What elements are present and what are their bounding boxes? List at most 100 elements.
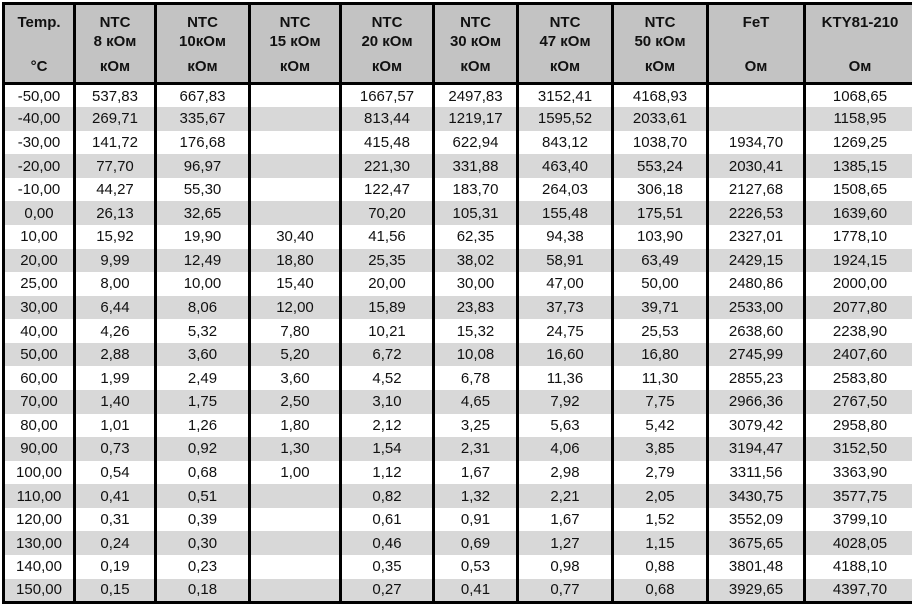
resistance-cell: 70,20 — [339, 201, 435, 225]
resistance-cell — [248, 201, 342, 225]
temp-cell: 110,00 — [2, 484, 76, 508]
resistance-cell: 0,82 — [339, 484, 435, 508]
resistance-cell: 3152,41 — [516, 83, 614, 108]
col-unit: кОм — [460, 58, 491, 75]
resistance-cell: 2533,00 — [706, 295, 806, 320]
resistance-cell: 155,48 — [516, 201, 614, 225]
resistance-cell: 50,00 — [611, 272, 709, 296]
temp-cell: 100,00 — [2, 460, 76, 485]
col-title: Temp. — [17, 14, 61, 31]
resistance-cell: 1,80 — [248, 413, 342, 438]
resistance-cell — [248, 107, 342, 131]
table-row: 40,00 4,26 5,32 7,80 10,21 15,32 24,75 25,53 263… — [2, 319, 912, 343]
resistance-cell: 2429,15 — [706, 248, 806, 273]
col-unit: кОм — [549, 58, 581, 75]
col-unit: кОм — [371, 58, 403, 75]
resistance-cell: 103,90 — [611, 224, 709, 249]
resistance-cell: 2958,80 — [803, 413, 912, 438]
resistance-cell: 813,44 — [339, 107, 435, 131]
resistance-cell: 30,40 — [248, 224, 342, 249]
resistance-cell: 3430,75 — [706, 484, 806, 508]
resistance-cell: 0,35 — [339, 555, 435, 579]
resistance-cell: 0,73 — [73, 437, 157, 461]
resistance-cell: 2,05 — [611, 484, 709, 508]
col-title: NTC — [187, 14, 218, 31]
resistance-cell: 2,21 — [516, 484, 614, 508]
resistance-cell: 1,30 — [248, 437, 342, 461]
resistance-cell: 37,73 — [516, 295, 614, 320]
resistance-cell: 0,54 — [73, 460, 157, 485]
resistance-cell: 1,99 — [73, 366, 157, 391]
col-header-temp: Temp. °C — [2, 3, 76, 85]
resistance-cell: 3675,65 — [706, 531, 806, 556]
resistance-cell: 15,92 — [73, 224, 157, 249]
temp-cell: 50,00 — [2, 342, 76, 367]
temp-cell: 0,00 — [2, 201, 76, 225]
resistance-cell: 667,83 — [154, 83, 251, 108]
resistance-cell: 2226,53 — [706, 201, 806, 225]
temp-cell: 10,00 — [2, 224, 76, 249]
resistance-cell: 39,71 — [611, 295, 709, 320]
resistance-cell: 1385,15 — [803, 154, 912, 178]
resistance-cell — [706, 83, 806, 108]
resistance-cell: 2745,99 — [706, 342, 806, 367]
resistance-cell: 553,24 — [611, 154, 709, 178]
resistance-cell: 4,26 — [73, 319, 157, 343]
resistance-cell — [248, 130, 342, 155]
resistance-cell: 1,52 — [611, 507, 709, 532]
resistance-cell: 25,53 — [611, 319, 709, 343]
resistance-cell: 12,49 — [154, 248, 251, 273]
resistance-cell: 4,65 — [432, 390, 519, 414]
resistance-cell: 5,42 — [611, 413, 709, 438]
resistance-cell: 20,00 — [339, 272, 435, 296]
resistance-cell: 622,94 — [432, 130, 519, 155]
resistance-cell: 16,80 — [611, 342, 709, 367]
col-header-kty81-210: KTY81-210 Ом — [803, 3, 912, 85]
resistance-cell: 2638,60 — [706, 319, 806, 343]
resistance-cell: 10,21 — [339, 319, 435, 343]
col-unit: кОм — [279, 58, 311, 75]
resistance-cell: 44,27 — [73, 177, 157, 202]
resistance-cell: 415,48 — [339, 130, 435, 155]
col-title-line2: 50 кОм — [634, 33, 686, 50]
col-title: NTC — [279, 14, 311, 31]
col-header-ntc-20k: NTC 20 кОм кОм — [339, 3, 435, 85]
resistance-cell: 1508,65 — [803, 177, 912, 202]
table-row: 100,00 0,54 0,68 1,00 1,12 1,67 2,98 2,79 3311,5… — [2, 460, 912, 485]
resistance-cell: 3577,75 — [803, 484, 912, 508]
resistance-cell: 0,68 — [154, 460, 251, 485]
resistance-cell: 94,38 — [516, 224, 614, 249]
table-row: -30,00 141,72 176,68 415,48 622,94 843,12 1038… — [2, 130, 912, 155]
resistance-cell: 63,49 — [611, 248, 709, 273]
col-unit: кОм — [187, 58, 218, 75]
resistance-cell: 10,08 — [432, 342, 519, 367]
resistance-cell: 2,12 — [339, 413, 435, 438]
resistance-cell: 269,71 — [73, 107, 157, 131]
table-row: 130,00 0,24 0,30 0,46 0,69 1,27 1,15 3675,65 402… — [2, 531, 912, 556]
temp-cell: 140,00 — [2, 555, 76, 579]
resistance-cell: 77,70 — [73, 154, 157, 178]
resistance-cell: 2238,90 — [803, 319, 912, 343]
resistance-cell: 3929,65 — [706, 578, 806, 603]
resistance-cell: 331,88 — [432, 154, 519, 178]
resistance-cell — [248, 578, 342, 603]
table-row: 70,00 1,40 1,75 2,50 3,10 4,65 7,92 7,75 2966,36… — [2, 390, 912, 414]
col-title-line2: 15 кОм — [269, 33, 321, 50]
table-row: 140,00 0,19 0,23 0,35 0,53 0,98 0,88 3801,48 418… — [2, 555, 912, 579]
resistance-cell: 1,00 — [248, 460, 342, 485]
resistance-cell: 843,12 — [516, 130, 614, 155]
resistance-cell: 2127,68 — [706, 177, 806, 202]
resistance-cell: 8,06 — [154, 295, 251, 320]
resistance-cell: 5,63 — [516, 413, 614, 438]
resistance-cell: 0,46 — [339, 531, 435, 556]
resistance-cell: 1,54 — [339, 437, 435, 461]
resistance-cell: 15,89 — [339, 295, 435, 320]
resistance-cell: 0,41 — [432, 578, 519, 603]
resistance-cell: 3,60 — [248, 366, 342, 391]
col-title: NTC — [549, 14, 581, 31]
resistance-cell: 23,83 — [432, 295, 519, 320]
col-header-ntc-47k: NTC 47 кОм кОм — [516, 3, 614, 85]
table-row: 30,00 6,44 8,06 12,00 15,89 23,83 37,73 39,71 25… — [2, 295, 912, 320]
col-title: KTY81-210 — [821, 14, 899, 31]
